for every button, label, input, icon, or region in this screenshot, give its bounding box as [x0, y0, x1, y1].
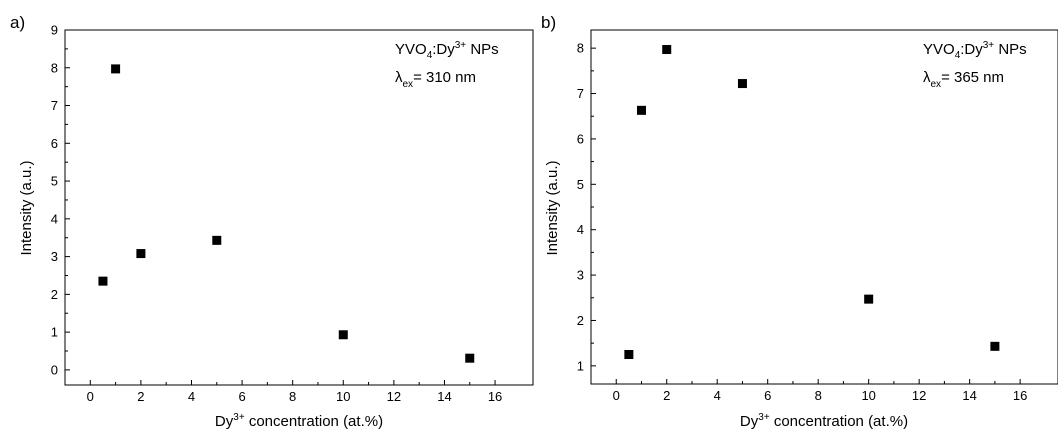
x-axis-label: Dy3+ concentration (at.%)	[215, 412, 383, 430]
compound-annotation: YVO4:Dy3+ NPs	[923, 40, 1027, 61]
x-tick-label: 14	[437, 389, 451, 404]
y-tick-label: 1	[51, 325, 58, 340]
excitation-annotation: λex= 365 nm	[923, 69, 1004, 90]
y-tick-label: 8	[51, 60, 58, 75]
data-point	[136, 249, 146, 259]
data-points	[624, 45, 1000, 359]
data-point	[212, 235, 222, 245]
x-tick-label: 16	[1013, 388, 1027, 403]
data-point	[465, 353, 475, 363]
y-tick-label: 4	[51, 211, 58, 226]
x-axis-label: Dy3+ concentration (at.%)	[740, 412, 908, 430]
x-axis-ticks: 0 2 4 6 8 10 12 14 16	[613, 379, 1027, 403]
y-tick-label: 9	[51, 23, 58, 38]
x-axis-ticks: 0 2 4 6 8 10 12 14 16	[87, 380, 502, 404]
x-tick-label: 14	[962, 388, 976, 403]
x-tick-label: 10	[861, 388, 875, 403]
data-point	[624, 350, 634, 359]
x-tick-label: 2	[663, 388, 670, 403]
panel-b: b) YVO4:Dy3+ NPs λex= 365 nm 0 2 4 6 8 10 12 14…	[541, 13, 1058, 430]
x-tick-label: 6	[764, 388, 771, 403]
y-tick-label: 5	[51, 174, 58, 189]
y-tick-label: 1	[577, 358, 584, 373]
data-points	[98, 64, 475, 363]
x-tick-label: 10	[336, 389, 350, 404]
y-axis-ticks: 0 1 2 3 4 5 6 7 8 9	[51, 23, 70, 377]
y-axis-label: Intensity (a.u.)	[544, 160, 561, 255]
panel-label: a)	[10, 13, 25, 32]
y-tick-label: 6	[51, 136, 58, 151]
x-tick-label: 4	[714, 388, 721, 403]
x-tick-label: 16	[488, 389, 502, 404]
plot-frame	[64, 29, 534, 386]
data-point	[990, 341, 1000, 351]
y-tick-label: 2	[51, 287, 58, 302]
x-tick-label: 0	[613, 388, 620, 403]
data-point	[864, 294, 874, 304]
x-tick-label: 2	[137, 389, 144, 404]
compound-annotation: YVO4:Dy3+ NPs	[395, 40, 499, 61]
x-tick-label: 8	[815, 388, 822, 403]
y-tick-label: 5	[577, 177, 584, 192]
data-point	[111, 64, 121, 74]
y-tick-label: 3	[51, 249, 58, 264]
data-point	[636, 105, 646, 115]
x-tick-label: 6	[238, 389, 245, 404]
x-tick-label: 8	[289, 389, 296, 404]
panel-a: a) YVO4:Dy3+ NPs λex= 310 nm 0 2 4 6 8 10 12 14…	[10, 13, 534, 430]
x-tick-label: 12	[912, 388, 926, 403]
data-point	[737, 79, 747, 89]
y-tick-label: 2	[577, 313, 584, 328]
y-axis-label: Intensity (a.u.)	[18, 160, 35, 255]
data-point	[662, 45, 672, 55]
data-point	[338, 330, 348, 340]
y-tick-label: 6	[577, 131, 584, 146]
y-tick-label: 0	[51, 362, 58, 377]
y-tick-label: 4	[577, 222, 584, 237]
data-point	[98, 276, 108, 286]
y-tick-label: 7	[577, 86, 584, 101]
y-tick-label: 8	[577, 41, 584, 56]
x-tick-label: 12	[387, 389, 401, 404]
x-tick-label: 0	[87, 389, 94, 404]
excitation-annotation: λex= 310 nm	[395, 69, 476, 90]
x-tick-label: 4	[188, 389, 195, 404]
panel-label: b)	[541, 13, 556, 32]
y-axis-ticks: 1 2 3 4 5 6 7 8	[577, 41, 596, 373]
y-tick-label: 3	[577, 268, 584, 283]
y-tick-label: 7	[51, 98, 58, 113]
